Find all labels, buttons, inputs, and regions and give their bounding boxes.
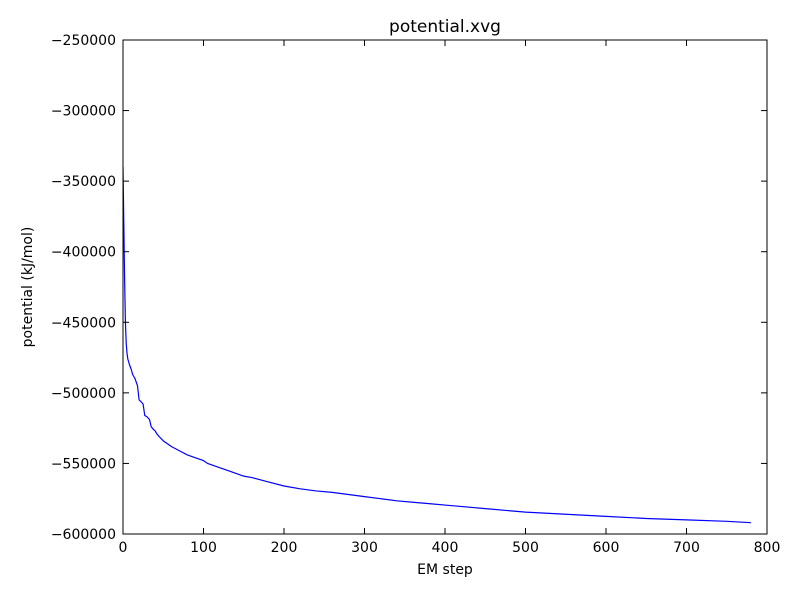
x-axis-label: EM step — [417, 562, 473, 578]
x-tick-label: 400 — [432, 540, 459, 556]
y-tick-label: −350000 — [51, 174, 116, 190]
x-axis-ticks: 0 100 200 300 400 500 600 700 800 — [119, 40, 781, 556]
x-tick-label: 300 — [351, 540, 378, 556]
y-tick-label: −550000 — [51, 456, 116, 472]
y-tick-label: −450000 — [51, 315, 116, 331]
x-tick-label: 800 — [754, 540, 781, 556]
y-tick-label: −250000 — [51, 33, 116, 49]
plot-area — [123, 167, 751, 524]
y-tick-label: −300000 — [51, 104, 116, 120]
y-tick-label: −600000 — [51, 527, 116, 543]
y-axis-ticks: −250000 −300000 −350000 −400000 −450000 −5000… — [51, 33, 767, 543]
y-tick-label: −500000 — [51, 386, 116, 402]
x-tick-label: 500 — [512, 540, 539, 556]
y-tick-label: −400000 — [51, 245, 116, 261]
chart-title: potential.xvg — [389, 17, 501, 37]
y-axis-label: potential (kJ/mol) — [20, 227, 36, 348]
x-tick-label: 0 — [119, 540, 128, 556]
x-tick-label: 200 — [271, 540, 298, 556]
x-tick-label: 100 — [190, 540, 217, 556]
x-tick-label: 600 — [593, 540, 620, 556]
series-line-0 — [123, 167, 751, 524]
x-tick-label: 700 — [673, 540, 700, 556]
